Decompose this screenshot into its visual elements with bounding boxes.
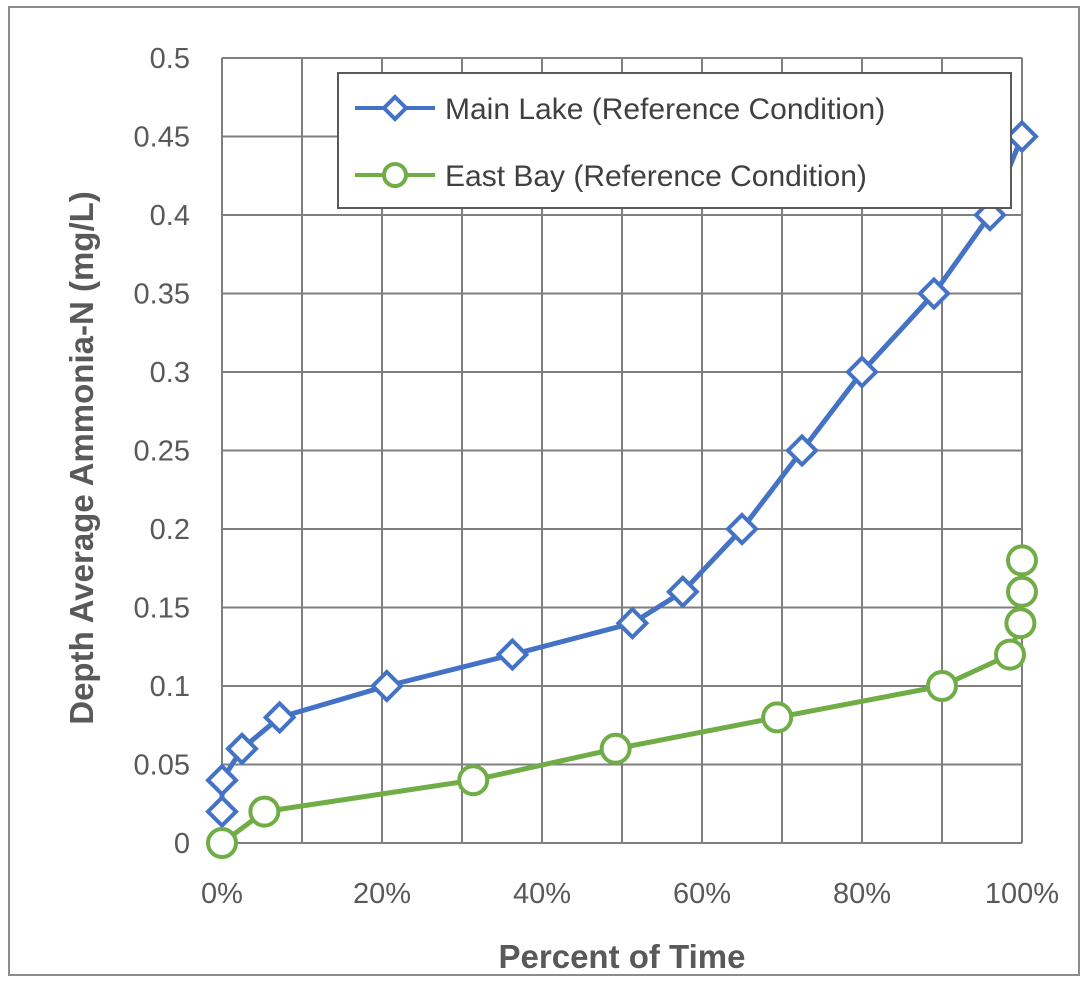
series-1 bbox=[206, 544, 1038, 859]
data-point bbox=[917, 276, 951, 311]
y-tick-label: 0.5 bbox=[150, 43, 190, 75]
data-point bbox=[457, 764, 490, 797]
y-tick-label: 0.25 bbox=[134, 436, 190, 468]
data-point bbox=[1004, 607, 1037, 640]
x-axis-ticks: 0% 20% 40% 60% 80% 100% bbox=[201, 878, 1059, 910]
data-point bbox=[225, 731, 259, 766]
y-tick-label: 0.45 bbox=[134, 122, 190, 154]
data-point bbox=[495, 637, 530, 672]
legend-item-east-bay: East Bay (Reference Condition) bbox=[355, 160, 867, 193]
data-point bbox=[599, 732, 632, 765]
chart-frame: 0 0.05 0.1 0.15 0.2 0.25 0.3 0.35 0.4 0.45 0.5 0% 2… bbox=[8, 6, 1080, 976]
y-tick-label: 0.2 bbox=[150, 514, 190, 546]
data-point bbox=[205, 794, 239, 829]
y-tick-label: 0.05 bbox=[134, 750, 190, 782]
legend-label-east-bay: East Bay (Reference Condition) bbox=[445, 160, 867, 193]
y-tick-label: 0.35 bbox=[134, 279, 190, 311]
data-point bbox=[845, 355, 879, 389]
y-axis-title: Depth Average Ammonia-N (mg/L) bbox=[63, 191, 100, 725]
x-axis-title: Percent of Time bbox=[499, 938, 746, 975]
y-tick-label: 0 bbox=[174, 828, 190, 860]
data-point bbox=[248, 795, 281, 828]
x-tick-label: 0% bbox=[201, 878, 243, 910]
legend-item-main-lake: Main Lake (Reference Condition) bbox=[355, 93, 885, 126]
series-layer bbox=[205, 119, 1039, 859]
data-point bbox=[1006, 544, 1038, 577]
x-tick-label: 100% bbox=[985, 878, 1059, 910]
y-axis-ticks: 0 0.05 0.1 0.15 0.2 0.25 0.3 0.35 0.4 0.45 0.5 bbox=[134, 43, 190, 860]
y-tick-label: 0.15 bbox=[134, 593, 190, 625]
y-tick-label: 0.1 bbox=[150, 671, 190, 703]
data-point bbox=[665, 574, 700, 609]
data-point bbox=[1005, 119, 1039, 154]
series-0 bbox=[205, 119, 1039, 829]
y-tick-label: 0.3 bbox=[150, 357, 190, 389]
legend-label-main-lake: Main Lake (Reference Condition) bbox=[445, 93, 885, 126]
data-point bbox=[369, 669, 404, 703]
data-point bbox=[206, 827, 238, 859]
data-point bbox=[262, 700, 297, 735]
x-tick-label: 60% bbox=[673, 878, 731, 910]
x-tick-label: 80% bbox=[833, 878, 891, 910]
data-point bbox=[205, 763, 239, 798]
x-tick-label: 20% bbox=[353, 878, 411, 910]
y-tick-label: 0.4 bbox=[150, 200, 190, 232]
data-point bbox=[725, 512, 759, 546]
legend: Main Lake (Reference Condition) East Bay… bbox=[337, 72, 1012, 209]
data-point bbox=[994, 638, 1026, 671]
data-point bbox=[926, 670, 958, 702]
x-tick-label: 40% bbox=[513, 878, 571, 910]
data-point bbox=[615, 606, 650, 641]
data-point bbox=[785, 433, 819, 468]
line-chart: 0 0.05 0.1 0.15 0.2 0.25 0.3 0.35 0.4 0.45 0.5 0% 2… bbox=[63, 43, 1059, 975]
data-point bbox=[761, 701, 794, 734]
legend-box bbox=[337, 72, 1012, 209]
data-point bbox=[1006, 575, 1038, 608]
